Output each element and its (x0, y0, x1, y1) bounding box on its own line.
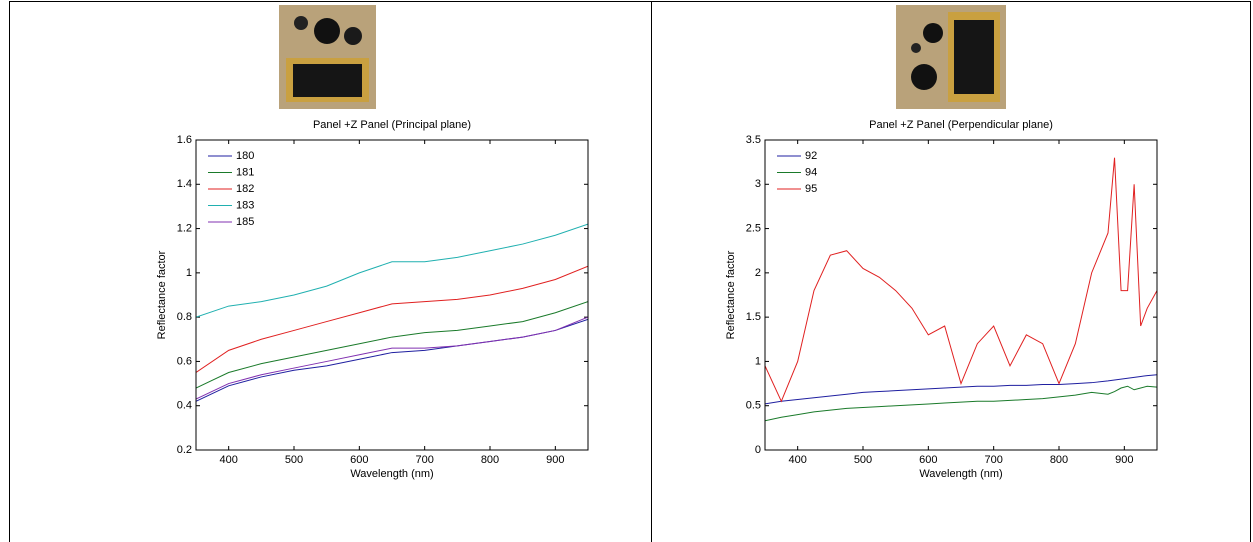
x-tick-label: 800 (1050, 454, 1068, 466)
chart-title: Panel +Z Panel (Principal plane) (313, 119, 471, 131)
x-tick-label: 400 (219, 454, 237, 466)
y-tick-label: 1.2 (177, 222, 192, 234)
x-axis-label: Wavelength (nm) (919, 468, 1002, 480)
x-tick-label: 700 (415, 454, 433, 466)
plot (765, 157, 1157, 422)
y-tick-label: 0.5 (746, 400, 761, 412)
x-tick-label: 600 (919, 454, 937, 466)
x-tick-label: 500 (285, 454, 303, 466)
series-line (765, 157, 1157, 403)
chart-title: Panel +Z Panel (Perpendicular plane) (869, 119, 1053, 131)
y-tick-label: 0.6 (177, 355, 192, 367)
y-tick-label: 1.6 (177, 134, 192, 146)
panel-photo (896, 5, 1006, 109)
y-tick-label: 3 (755, 178, 761, 190)
series-line (196, 318, 588, 402)
series-line (196, 316, 588, 400)
y-tick-label: 0.2 (177, 444, 192, 456)
series-line (765, 385, 1157, 422)
legend-label: 95 (805, 183, 817, 195)
frame (9, 1, 1251, 542)
y-tick-label: 1.5 (746, 311, 761, 323)
legend-label: 183 (236, 199, 254, 211)
series-line (196, 223, 588, 318)
x-axis-label: Wavelength (nm) (350, 468, 433, 480)
legend-label: 94 (805, 166, 817, 178)
plot (196, 223, 588, 402)
legend-label: 181 (236, 166, 254, 178)
x-tick-label: 900 (1115, 454, 1133, 466)
x-tick-label: 800 (481, 454, 499, 466)
legend-label: 92 (805, 150, 817, 162)
plot-frame (764, 139, 1158, 451)
y-tick-label: 1 (755, 355, 761, 367)
y-tick-label: 0.8 (177, 311, 192, 323)
legend-label: 180 (236, 150, 254, 162)
y-tick-label: 2.5 (746, 222, 761, 234)
y-tick-label: 3.5 (746, 134, 761, 146)
plot-frame (195, 139, 589, 451)
series-line (196, 265, 588, 373)
y-tick-label: 1 (186, 267, 192, 279)
y-tick-label: 0 (755, 444, 761, 456)
x-tick-label: 900 (546, 454, 564, 466)
x-tick-label: 500 (854, 454, 872, 466)
y-tick-label: 0.4 (177, 400, 192, 412)
y-tick-label: 2 (755, 267, 761, 279)
series-line (196, 301, 588, 389)
legend-label: 182 (236, 183, 254, 195)
x-tick-label: 600 (350, 454, 368, 466)
y-axis-label: Reflectance factor (156, 250, 168, 339)
y-tick-label: 1.4 (177, 178, 192, 190)
y-axis-label: Reflectance factor (725, 250, 737, 339)
x-tick-label: 700 (984, 454, 1002, 466)
x-tick-label: 400 (788, 454, 806, 466)
legend-label: 185 (236, 216, 254, 228)
series-line (765, 374, 1157, 405)
panel-photo (279, 5, 376, 109)
